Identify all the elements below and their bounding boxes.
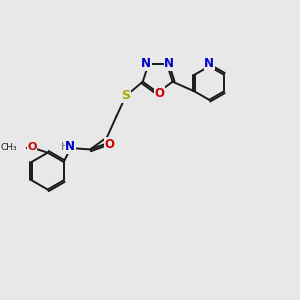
Text: O: O: [104, 137, 114, 151]
Text: H: H: [61, 142, 69, 152]
Text: N: N: [204, 56, 214, 70]
Text: N: N: [141, 57, 151, 70]
Text: CH₃: CH₃: [1, 143, 17, 152]
Text: N: N: [164, 57, 174, 70]
Text: N: N: [65, 140, 75, 154]
Text: O: O: [28, 142, 37, 152]
Text: S: S: [122, 89, 130, 102]
Text: O: O: [154, 87, 164, 100]
